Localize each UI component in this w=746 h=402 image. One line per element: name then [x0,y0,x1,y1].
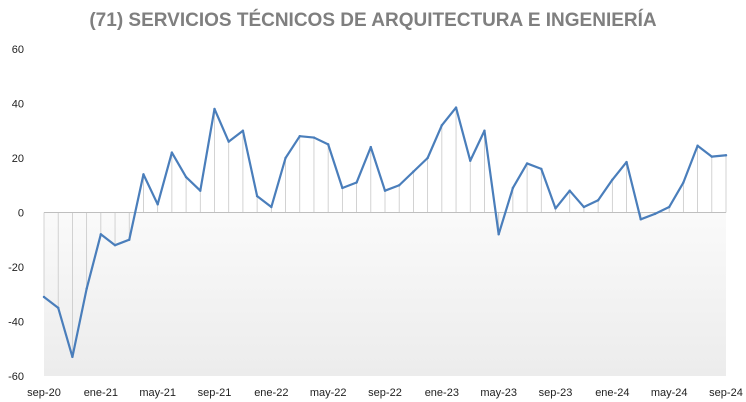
x-tick-label: ene-22 [254,387,288,399]
y-tick-label: 20 [12,153,24,165]
y-tick-label: 40 [12,99,24,111]
data-point [312,136,316,139]
data-point [568,189,571,192]
data-point [71,355,74,359]
x-tick-label: may-23 [480,387,517,399]
data-point [99,233,103,236]
x-tick-label: sep-24 [709,387,743,399]
x-tick-label: ene-21 [84,387,118,399]
data-point [156,203,159,206]
data-point [469,159,472,162]
data-point [241,129,245,132]
data-point [454,106,458,109]
data-point [85,287,88,290]
data-point [696,144,699,147]
y-tick-label: -60 [8,371,24,383]
y-tick-label: -20 [8,262,24,274]
data-point [42,295,46,299]
data-point [596,199,600,202]
data-point [383,189,387,192]
x-tick-label: sep-21 [198,387,232,399]
y-tick-label: 0 [18,208,24,220]
data-point [298,135,301,138]
data-point [540,167,543,171]
data-point [440,124,444,127]
data-point [398,184,401,187]
data-point [724,154,728,157]
data-point [412,170,415,173]
x-tick-label: may-21 [139,387,176,399]
data-point [284,156,287,160]
data-point [625,160,628,164]
x-tick-label: ene-24 [595,387,629,399]
x-tick-label: may-22 [310,387,347,399]
data-point [653,212,657,216]
data-point [270,205,273,209]
data-point [511,186,515,190]
data-point [326,143,330,146]
chart-title: (71) SERVICIOS TÉCNICOS DE ARQUITECTURA … [89,10,657,31]
x-tick-label: sep-20 [27,387,61,399]
data-point [57,306,60,310]
data-point [113,244,117,247]
data-point [184,175,188,179]
negative-zone-shading [44,212,726,376]
x-tick-label: may-24 [651,387,688,399]
data-point [341,186,344,190]
data-point [227,140,230,143]
data-point [639,218,642,221]
data-point [426,156,429,160]
y-tick-label: 60 [12,44,24,56]
data-point [199,189,202,192]
data-point [525,162,529,165]
data-point [355,181,358,184]
data-point [483,129,486,132]
data-point [255,194,259,198]
data-point [710,155,713,158]
data-point [682,181,685,184]
x-tick-label: ene-23 [425,387,459,399]
data-point [582,205,586,209]
data-point [128,238,131,241]
x-tick-label: sep-23 [539,387,573,399]
data-point [369,145,372,149]
y-tick-label: -40 [8,317,24,329]
data-point [142,173,145,176]
x-tick-label: sep-22 [368,387,402,399]
data-point [497,233,500,236]
data-point [213,107,216,111]
data-point [667,205,671,209]
data-point [611,178,614,181]
data-point [170,151,174,154]
data-point [554,207,557,210]
